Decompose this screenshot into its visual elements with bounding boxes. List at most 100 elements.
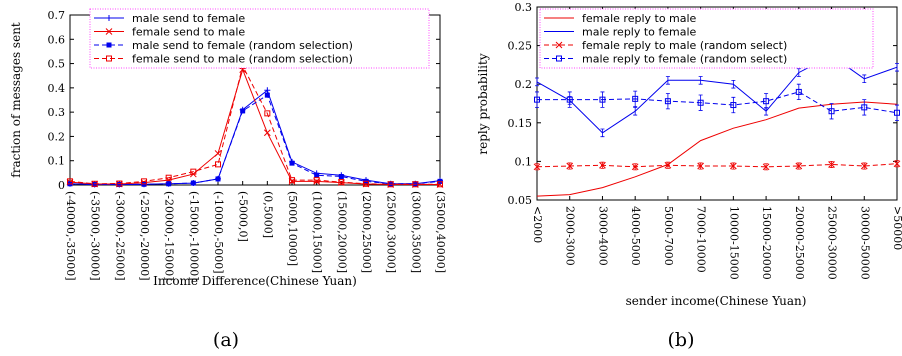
- chart-b-error-bar: [895, 62, 899, 72]
- chart-b-data-point: [632, 95, 639, 102]
- chart-b-x-tick-label: 20000-25000: [793, 206, 806, 280]
- chart-b-error-bar: [796, 83, 801, 101]
- chart-a-legend-marker-1: [105, 28, 113, 35]
- chart-b-error-bar: [796, 68, 801, 77]
- chart-b-legend-box: [539, 8, 874, 69]
- chart-b-error-bar: [698, 94, 703, 111]
- chart-b-error-bar: [567, 91, 572, 108]
- chart-b-data-point: [697, 99, 704, 106]
- chart-a-data-point: [412, 181, 418, 187]
- chart-a-legend-label-2: male send to female (random selection): [132, 39, 353, 52]
- chart-a-legend-marker-2: [106, 42, 112, 48]
- chart-b-x-tick-label: 7000-10000: [695, 206, 708, 273]
- chart-a-series-line-0: [69, 89, 441, 185]
- chart-b: 0.05 0.1 0.15 0.2 0.25 0.3 <2000 2000-3000 3000…: [476, 1, 902, 351]
- chart-a-x-tick-label: (10000,15000]: [311, 191, 324, 273]
- chart-b-series-layer: [533, 51, 901, 197]
- chart-b-error-bar: [862, 74, 867, 84]
- chart-a-series-line-2: [69, 94, 441, 185]
- chart-a-legend-marker-3: [106, 55, 112, 62]
- chart-b-x-tick-label: 3000-4000: [596, 206, 609, 266]
- chart-a-y-tick-label: 0.4: [48, 82, 66, 95]
- chart-a-x-tick-label: (-25000,-20000]: [138, 191, 151, 281]
- chart-a-data-point: [314, 172, 320, 178]
- chart-a-data-point: [437, 181, 443, 188]
- chart-b-data-point: [631, 163, 639, 171]
- chart-a-legend-label-3: female send to male (random selection): [132, 53, 353, 66]
- chart-a-legend-marker-0: [106, 15, 112, 21]
- chart-b-y-axis: 0.05 0.1 0.15 0.2 0.25 0.3: [508, 1, 897, 207]
- chart-b-data-point: [664, 98, 671, 105]
- chart-b-data-point: [730, 102, 737, 109]
- chart-a-x-tick-label: (-30000,-25000]: [113, 191, 126, 281]
- chart-b-x-axis: <2000 2000-3000 3000-4000 4000-5000 5000-700…: [531, 7, 902, 280]
- chart-b-x-tick-label: 25000-30000: [826, 206, 839, 280]
- chart-a-x-tick-label: (20000,25000]: [360, 191, 373, 273]
- chart-a-x-tick-label: (25000,30000]: [385, 191, 398, 273]
- chart-a-data-point: [67, 178, 73, 185]
- chart-b-error-bar: [731, 79, 736, 89]
- chart-b-error-bar: [665, 93, 670, 110]
- chart-a-x-tick-label: (-35000,-30000]: [89, 191, 102, 281]
- chart-a-y-tick-label: 0.1: [48, 155, 66, 168]
- chart-a-x-tick-label: (15000,20000]: [335, 191, 348, 273]
- chart-b-caption: (b): [668, 329, 695, 351]
- chart-a-x-tick-label: (30000,35000]: [409, 191, 422, 273]
- chart-a-data-point: [264, 110, 271, 117]
- chart-b-legend-label-0: female reply to male: [582, 12, 697, 25]
- chart-b-series-line-0: [536, 101, 898, 197]
- chart-b-legend-label-2: female reply to male (random select): [582, 39, 787, 52]
- chart-b-data-point: [795, 162, 803, 170]
- chart-a-data-point: [116, 180, 123, 187]
- chart-a-y-tick-label: 0.7: [48, 9, 66, 22]
- chart-a-data-point: [240, 108, 246, 114]
- chart-a-y-tick-label: 0.5: [48, 58, 66, 71]
- chart-b-y-tick-label: 0.25: [508, 40, 533, 53]
- chart-a-data-point: [190, 168, 197, 175]
- chart-b-error-bar: [895, 104, 899, 121]
- chart-b-data-point: [828, 161, 835, 168]
- chart-a-data-point: [214, 150, 222, 157]
- chart-a-x-tick-label: (-15000,-10000]: [187, 191, 200, 281]
- chart-a-x-tick-label: (35000,40000]: [434, 191, 447, 273]
- chart-b-error-bar: [633, 90, 638, 107]
- chart-b-data-point: [566, 96, 573, 103]
- chart-a-y-tick-label: 0.3: [48, 106, 66, 119]
- chart-a-series-layer: [66, 63, 444, 188]
- chart-a-y-tick-label: 0.2: [48, 130, 66, 143]
- chart-b-error-bar: [862, 99, 867, 116]
- chart-a-y-axis: 0 0.1 0.2 0.3 0.4 0.5 0.6 0.7: [48, 9, 440, 192]
- chart-a-data-point: [141, 178, 147, 185]
- chart-a-data-point: [387, 181, 394, 188]
- chart-a-caption: (a): [213, 329, 239, 351]
- chart-b-y-tick-label: 0.15: [508, 117, 533, 130]
- chart-b-data-point: [566, 162, 574, 170]
- chart-a-x-tick-label: (5000,10000]: [286, 191, 299, 266]
- chart-b-y-tick-label: 0.05: [508, 194, 533, 207]
- chart-a-legend-label-1: female send to male: [132, 26, 245, 39]
- chart-b-series-line-2: [536, 163, 898, 168]
- chart-b-y-tick-label: 0.1: [515, 155, 533, 168]
- chart-b-error-bar: [535, 77, 539, 87]
- chart-a-data-point: [215, 161, 221, 168]
- chart-a-data-point: [165, 174, 172, 181]
- chart-b-data-point: [795, 88, 802, 95]
- chart-b-y-axis-label: reply probability: [476, 53, 490, 154]
- chart-b-legend-marker-2: [555, 41, 563, 49]
- chart-a-data-point: [289, 177, 295, 184]
- chart-b-data-point: [894, 109, 900, 116]
- chart-a-data-point: [263, 129, 271, 137]
- chart-a-x-tick-label: (-5000,0]: [237, 191, 250, 242]
- chart-b-data-point: [533, 163, 541, 171]
- chart-a: 00.10.20.30.40.50.60.7 (-40000,-35000] (-…: [9, 8, 447, 351]
- chart-b-x-tick-label: 10000-15000: [727, 206, 740, 280]
- chart-a-data-point: [338, 174, 344, 179]
- chart-b-error-bar: [829, 103, 834, 120]
- chart-a-data-point: [91, 180, 98, 187]
- chart-b-data-point: [861, 104, 868, 111]
- chart-b-x-tick-label: 4000-5000: [629, 206, 642, 266]
- chart-a-data-point: [166, 181, 172, 187]
- chart-a-y-axis-label: fraction of messages sent: [9, 22, 23, 178]
- chart-b-x-axis-label: sender income(Chinese Yuan): [626, 294, 807, 308]
